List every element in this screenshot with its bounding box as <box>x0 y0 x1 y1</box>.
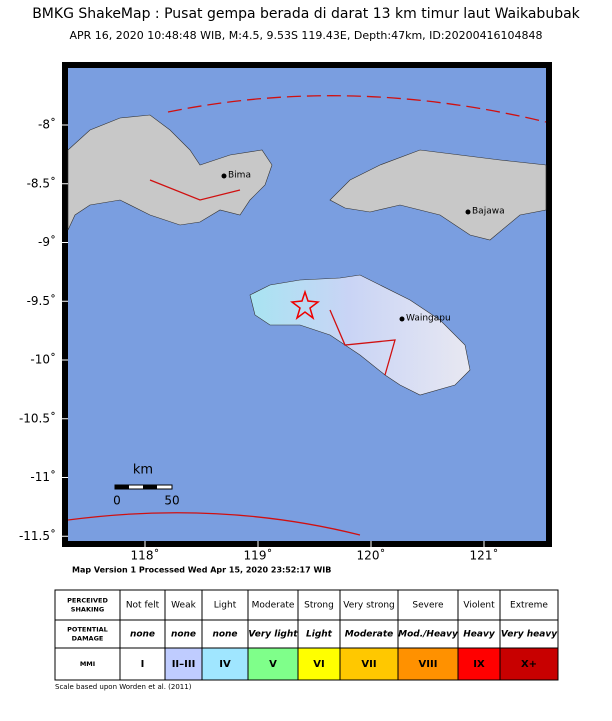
lat-tick-label: -8.5˚ <box>27 175 56 190</box>
legend-shaking: Violent <box>463 601 495 611</box>
scale-tick: 0 <box>113 494 121 508</box>
legend-cell <box>119 647 166 681</box>
legend-shaking: Severe <box>412 601 444 611</box>
faults <box>67 95 547 536</box>
legend-cell <box>297 589 341 621</box>
legend-mmi: VII <box>361 659 376 670</box>
legend-cell <box>499 619 559 649</box>
lon-tick-label: 121˚ <box>470 548 499 563</box>
legend-header-cell <box>54 619 121 649</box>
legend-cell <box>164 647 203 681</box>
legend-cell <box>201 619 249 649</box>
legend-row-header: PERCEIVED SHAKING <box>67 597 108 614</box>
legend-damage: none <box>171 630 196 640</box>
legend-damage: none <box>212 630 237 640</box>
legend-shaking: Extreme <box>510 601 548 611</box>
fault-north <box>167 95 547 123</box>
lat-tick-label: -8˚ <box>38 117 56 132</box>
legend-damage: Mod./Heavy <box>398 630 459 640</box>
scale-seg <box>115 485 129 489</box>
legend-damage: none <box>130 630 155 640</box>
land <box>67 114 547 396</box>
legend-header-cell <box>54 647 121 681</box>
legend-header-cell <box>54 589 121 621</box>
city-dot <box>465 209 471 215</box>
legend-mmi: VIII <box>419 659 438 670</box>
legend-damage: Light <box>306 630 333 640</box>
lat-tick-label: -10.5˚ <box>19 410 56 425</box>
scale-tick: 50 <box>164 494 179 508</box>
scale-seg <box>143 485 157 489</box>
legend-shaking: Weak <box>171 601 196 611</box>
flores <box>329 149 547 241</box>
map-title: BMKG ShakeMap : Pusat gempa berada di da… <box>32 6 580 22</box>
epicenter <box>290 289 320 320</box>
legend-cell <box>119 589 166 621</box>
map-footer: Map Version 1 Processed Wed Apr 15, 2020… <box>72 566 331 575</box>
legend-mmi: I <box>141 659 145 670</box>
legend-cell <box>339 647 399 681</box>
legend-cell <box>457 589 501 621</box>
lon-tick-label: 119˚ <box>244 548 273 563</box>
city-dot <box>399 316 405 322</box>
legend: PERCEIVED SHAKING Not felt Weak Light Moderat… <box>54 589 559 681</box>
lat-tick-label: -9.5˚ <box>27 293 56 308</box>
legend-mmi: IX <box>473 659 485 670</box>
legend-damage: Heavy <box>463 630 496 640</box>
legend-cell <box>164 589 203 621</box>
legend-cell <box>297 647 341 681</box>
legend-cell <box>397 619 459 649</box>
legend-mmi: IV <box>219 659 231 670</box>
city-label: Bima <box>228 171 251 181</box>
fault-south <box>67 512 361 536</box>
cities: Bima Bajawa Waingapu <box>221 171 505 324</box>
legend-mmi: X+ <box>521 659 537 670</box>
legend-cell <box>397 647 459 681</box>
legend-mmi: II–III <box>172 659 196 670</box>
map-subtitle: APR 16, 2020 10:48:48 WIB, M:4.5, 9.53S … <box>69 29 542 42</box>
legend-damage: Moderate <box>345 630 394 640</box>
legend-shaking: Not felt <box>126 601 160 611</box>
legend-damage: Very heavy <box>501 630 558 640</box>
sumbawa <box>67 114 273 231</box>
lat-tick-label: -9˚ <box>38 234 56 249</box>
legend-shaking: Moderate <box>252 601 295 611</box>
city-dot <box>221 173 227 179</box>
legend-row-header: MMI <box>80 660 95 668</box>
legend-row-header: POTENTIAL DAMAGE <box>67 626 108 643</box>
fault-land <box>149 179 396 376</box>
legend-cell <box>164 619 203 649</box>
legend-mmi: V <box>269 659 277 670</box>
legend-cell <box>499 647 559 681</box>
legend-damage: Very light <box>248 630 298 640</box>
city-label: Bajawa <box>472 207 505 217</box>
lat-tick-label: -11.5˚ <box>19 528 56 543</box>
city-label: Waingapu <box>406 314 451 324</box>
lat-tick-label: -11˚ <box>30 469 56 484</box>
legend-mmi: VI <box>313 659 324 670</box>
sumba <box>249 274 471 396</box>
scale-bar: km 0 50 <box>113 463 179 508</box>
legend-cell <box>499 589 559 621</box>
lon-tick-label: 120˚ <box>357 548 386 563</box>
legend-cell <box>119 619 166 649</box>
scale-unit: km <box>133 463 153 478</box>
legend-shaking: Very strong <box>343 601 395 611</box>
legend-shaking: Strong <box>304 601 334 611</box>
lat-tick-label: -10˚ <box>30 352 56 367</box>
legend-cell <box>247 619 299 649</box>
legend-cell <box>201 647 249 681</box>
legend-cell <box>247 647 299 681</box>
legend-shaking: Light <box>214 601 237 611</box>
legend-note: Scale based upon Worden et al. (2011) <box>55 683 192 691</box>
lon-tick-label: 118˚ <box>131 548 160 563</box>
